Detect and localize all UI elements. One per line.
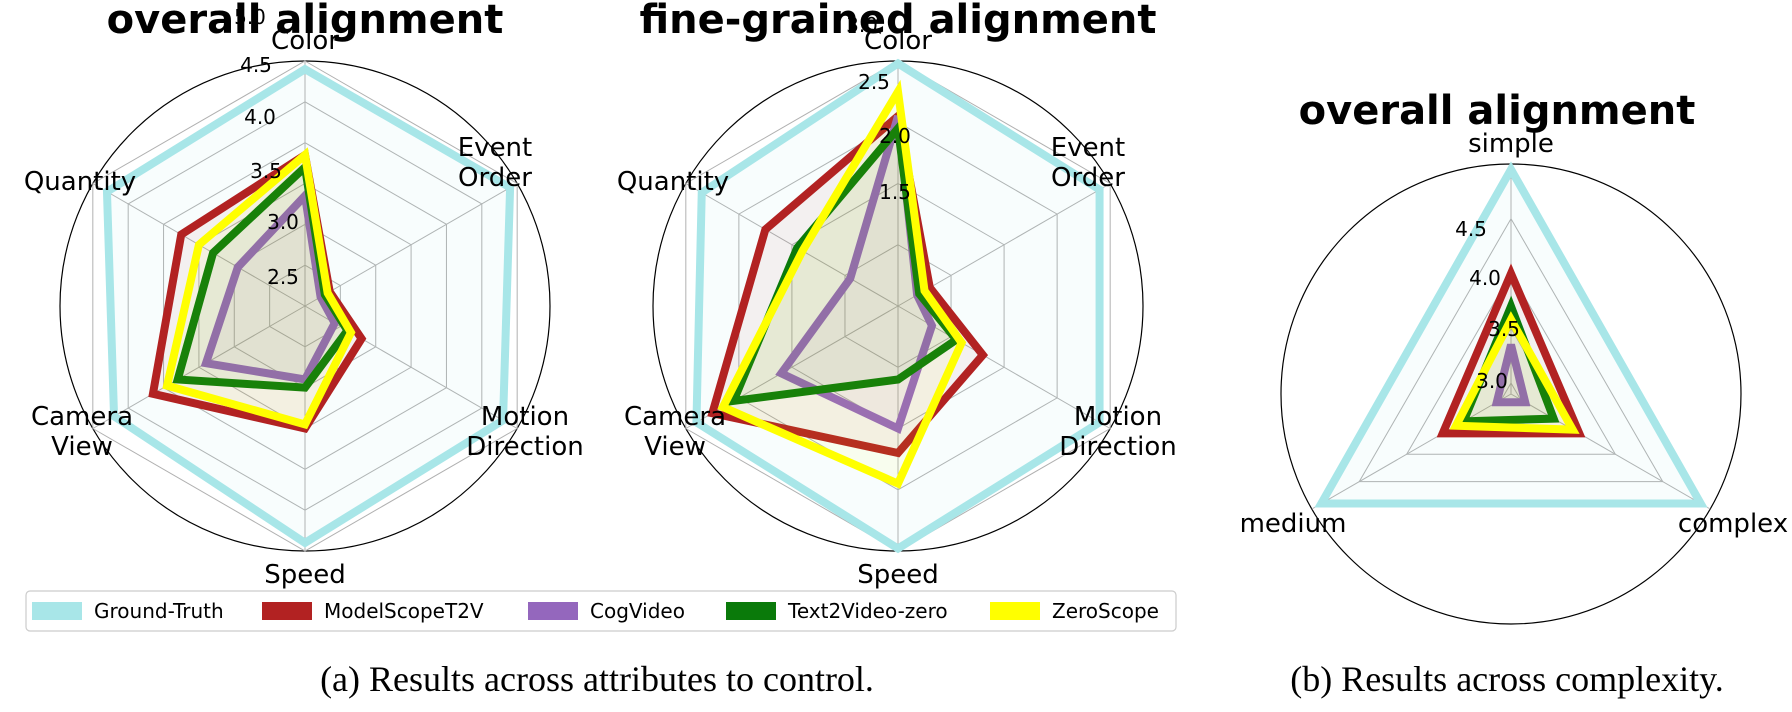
legend-label: ModelScopeT2V <box>324 599 484 623</box>
axis-label: Event Order <box>1051 133 1125 193</box>
axis-label: Quantity <box>617 167 729 197</box>
axis-label: Speed <box>857 560 939 590</box>
legend: Ground-Truth ModelScopeT2V CogVideo Text2Vi… <box>25 590 1177 632</box>
tick-label: 2.0 <box>879 124 911 148</box>
radar-spoke <box>685 183 899 307</box>
axis-label: Event Order <box>458 133 532 193</box>
axis-label: medium <box>1240 509 1347 539</box>
caption-b: (b) Results across complexity. <box>1290 659 1724 699</box>
tick-label: 3.0 <box>846 13 878 37</box>
series-zeroscope <box>717 79 967 489</box>
tick-label: 5.0 <box>234 5 266 29</box>
series-zeroscope <box>1449 311 1580 434</box>
tick-label: 1.5 <box>879 180 911 204</box>
tick-label: 2.5 <box>267 265 299 289</box>
radar-fine-grained-attributes: fine-grained alignment 1.5 2.0 2.5 3.0Color… <box>617 0 1177 590</box>
tick-label: 4.5 <box>240 53 272 77</box>
series-ground-truth <box>1314 161 1708 508</box>
series-zeroscope <box>162 147 356 430</box>
axis-label: Speed <box>264 560 346 590</box>
legend-label: Ground-Truth <box>94 599 224 623</box>
legend-swatch <box>726 602 776 620</box>
tick-label: 3.5 <box>250 159 282 183</box>
caption-a: (a) Results across attributes to control… <box>320 659 874 699</box>
tick-label: 4.0 <box>244 105 276 129</box>
radar-spoke <box>1510 393 1711 510</box>
chart-title: overall alignment <box>107 0 504 43</box>
series-cogvideo <box>200 187 340 384</box>
radar-grid-ring <box>1405 272 1617 455</box>
series-ground-truth <box>102 64 515 548</box>
axis-label: Color <box>864 26 932 56</box>
axis-label: complex <box>1678 509 1788 539</box>
series-cogvideo <box>1491 343 1531 407</box>
radar-spoke <box>92 305 306 429</box>
axis-label: Motion Direction <box>466 402 583 462</box>
radar-spoke <box>1311 393 1512 510</box>
axis-label: Camera View <box>624 402 726 462</box>
tick-label: 3.0 <box>267 210 299 234</box>
chart-title: fine-grained alignment <box>639 0 1156 43</box>
legend-label: CogVideo <box>590 599 685 623</box>
legend-swatch <box>528 602 578 620</box>
axis-label: Color <box>271 26 339 56</box>
legend-label: Text2Video-zero <box>787 599 948 623</box>
tick-label: 4.0 <box>1469 266 1501 290</box>
legend-swatch <box>990 602 1040 620</box>
tick-label: 2.5 <box>858 70 890 94</box>
axis-label: Camera View <box>31 402 133 462</box>
chart-title: overall alignment <box>1299 88 1696 134</box>
axis-label: Motion Direction <box>1059 402 1176 462</box>
radar-overall-complexity: overall alignment 3.0 3.5 4.0 4.5 simple comp… <box>1240 88 1788 625</box>
radar-spoke <box>304 183 518 307</box>
tick-label: 3.5 <box>1488 317 1520 341</box>
radar-overall-attributes: overall alignment 2.5 3.0 3.5 4.0 4.5 5.0Colo… <box>24 0 584 590</box>
axis-label: Quantity <box>24 167 136 197</box>
legend-swatch <box>32 602 82 620</box>
legend-frame <box>25 590 1177 632</box>
series-text2video-zero <box>727 118 963 406</box>
tick-label: 3.0 <box>1476 369 1508 393</box>
series-ground-truth <box>692 58 1104 554</box>
legend-label: ZeroScope <box>1052 599 1159 623</box>
tick-label: 4.5 <box>1455 217 1487 241</box>
axis-label: simple <box>1468 129 1554 159</box>
legend-swatch <box>262 602 312 620</box>
radar-grid-ring <box>1358 217 1664 483</box>
